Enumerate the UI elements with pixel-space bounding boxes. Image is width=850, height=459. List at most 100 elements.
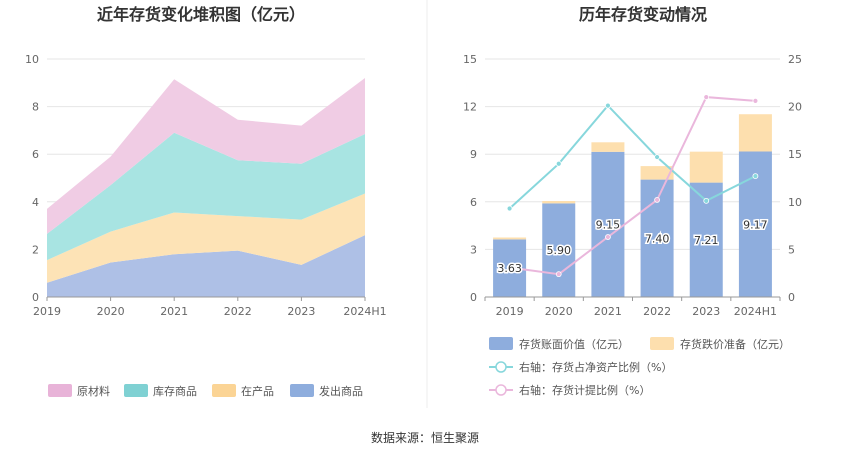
legend-item-stock[interactable]: 库存商品	[124, 384, 197, 398]
right-chart-legend[interactable]: 存货账面价值（亿元） 存货跌价准备（亿元） 右轴：存货占净资产比例（%） 右轴：存货计…	[489, 337, 790, 397]
legend-marker	[495, 384, 507, 396]
y-tick-label: 4	[32, 196, 39, 209]
x-tick-label: 2020	[545, 305, 573, 318]
left-chart-areas	[47, 78, 365, 297]
right-chart-axes: 0 3 6 9 12 15 0 5 10 15 20 25 2019 2020 2021 2022 2023 20…	[463, 53, 802, 318]
left-chart-axes: 0 2 4 6 8 10 2019 2020 2021 2022 2023 2024H1	[25, 53, 387, 318]
right-chart-inventory-changes: 历年存货变动情况 3.63 5.90 9.15 7.40 7.21 9.17 0 3 6 9 12…	[463, 5, 802, 397]
y-right-tick-label: 15	[788, 148, 802, 161]
bar-book-value[interactable]	[542, 203, 576, 297]
area-ship[interactable]	[47, 235, 365, 297]
legend-item-provision[interactable]: 存货跌价准备（亿元）	[650, 337, 790, 351]
point-ratio_net[interactable]	[555, 160, 562, 167]
legend-swatch	[48, 384, 72, 397]
bar-value-label: 7.21	[694, 234, 719, 247]
left-chart-stacked-area: 近年存货变化堆积图（亿元） 0 2 4 6 8 10 2019 2020 2021 2022 202…	[25, 5, 387, 398]
y-left-tick-label: 6	[470, 196, 477, 209]
area-raw[interactable]	[47, 78, 365, 234]
y-right-tick-label: 10	[788, 196, 802, 209]
legend-label: 右轴：存货占净资产比例（%）	[519, 360, 672, 374]
left-chart-title: 近年存货变化堆积图（亿元）	[97, 5, 305, 24]
area-stock[interactable]	[47, 132, 365, 261]
point-ratio_net[interactable]	[654, 154, 660, 160]
point-ratio_net[interactable]	[752, 173, 759, 179]
x-tick-label: 2019	[496, 305, 524, 318]
bar-provision[interactable]	[542, 201, 576, 204]
x-tick-label: 2021	[594, 305, 622, 318]
bar-value-label: 3.63	[497, 262, 522, 275]
y-tick-label: 10	[25, 53, 39, 66]
legend-item-book[interactable]: 存货账面价值（亿元）	[489, 337, 629, 351]
bar-provision[interactable]	[493, 237, 527, 240]
x-tick-label: 2023	[692, 305, 720, 318]
right-chart-bars	[493, 114, 772, 297]
bar-value-label: 9.17	[743, 218, 768, 231]
area-wip[interactable]	[47, 193, 365, 283]
x-tick-label: 2023	[287, 305, 315, 318]
legend-item-ratio_net[interactable]: 右轴：存货占净资产比例（%）	[489, 360, 672, 374]
x-tick-label: 2019	[33, 305, 61, 318]
legend-item-raw[interactable]: 原材料	[48, 384, 110, 398]
legend-swatch	[650, 337, 674, 350]
bar-provision[interactable]	[738, 114, 772, 152]
x-tick-label: 2022	[643, 305, 671, 318]
point-ratio_net[interactable]	[506, 205, 513, 212]
right-chart-grid	[485, 58, 780, 298]
point-ratio_prov[interactable]	[605, 234, 611, 240]
point-ratio_prov[interactable]	[555, 271, 562, 278]
legend-marker	[495, 361, 507, 373]
y-tick-label: 2	[32, 243, 39, 256]
point-ratio_prov[interactable]	[654, 196, 660, 203]
legend-item-wip[interactable]: 在产品	[212, 384, 274, 398]
x-tick-label: 2024H1	[734, 305, 777, 318]
y-right-tick-label: 20	[788, 101, 802, 114]
bar-value-label: 9.15	[596, 218, 621, 231]
legend-swatch	[124, 384, 148, 397]
y-right-tick-label: 5	[788, 243, 795, 256]
right-chart-data-labels: 3.63 5.90 9.15 7.40 7.21 9.17	[496, 217, 769, 277]
legend-label: 原材料	[77, 384, 110, 398]
legend-item-ship[interactable]: 发出商品	[290, 384, 363, 398]
legend-label: 存货跌价准备（亿元）	[680, 337, 790, 351]
legend-swatch	[290, 384, 314, 397]
data-source-note: 数据来源：恒生聚源	[371, 430, 479, 445]
y-left-tick-label: 9	[470, 148, 477, 161]
bar-provision[interactable]	[640, 166, 674, 180]
legend-label: 在产品	[241, 384, 274, 398]
y-left-tick-label: 12	[463, 101, 477, 114]
line-ratio_net[interactable]	[508, 104, 756, 210]
point-ratio_net[interactable]	[703, 197, 710, 204]
legend-label: 发出商品	[319, 384, 363, 398]
point-ratio_prov[interactable]	[703, 94, 710, 100]
point-ratio_net[interactable]	[605, 102, 611, 109]
bar-provision[interactable]	[689, 151, 723, 183]
x-tick-label: 2021	[160, 305, 188, 318]
line-ratio_prov[interactable]	[509, 96, 756, 276]
left-chart-legend[interactable]: 原材料 库存商品 在产品 发出商品	[48, 384, 363, 398]
point-ratio_prov[interactable]	[506, 264, 513, 271]
legend-label: 库存商品	[153, 384, 197, 398]
x-tick-label: 2022	[224, 305, 252, 318]
y-left-tick-label: 3	[470, 243, 477, 256]
bar-value-label: 7.40	[645, 232, 670, 245]
bar-provision[interactable]	[591, 142, 625, 152]
legend-label: 存货账面价值（亿元）	[519, 337, 629, 351]
bar-value-label: 5.90	[547, 244, 572, 257]
y-left-tick-label: 0	[470, 291, 477, 304]
right-chart-lines	[506, 94, 759, 278]
legend-item-ratio_prov[interactable]: 右轴：存货计提比例（%）	[489, 383, 650, 397]
legend-label: 右轴：存货计提比例（%）	[519, 383, 650, 397]
x-tick-label: 2024H1	[343, 305, 386, 318]
y-left-tick-label: 15	[463, 53, 477, 66]
right-chart-title: 历年存货变动情况	[579, 5, 707, 24]
legend-swatch	[489, 337, 513, 350]
x-tick-label: 2020	[97, 305, 125, 318]
y-tick-label: 6	[32, 148, 39, 161]
y-right-tick-label: 0	[788, 291, 795, 304]
bar-book-value[interactable]	[591, 151, 625, 297]
y-right-tick-label: 25	[788, 53, 802, 66]
y-tick-label: 8	[32, 101, 39, 114]
point-ratio_prov[interactable]	[752, 97, 759, 104]
y-tick-label: 0	[32, 291, 39, 304]
